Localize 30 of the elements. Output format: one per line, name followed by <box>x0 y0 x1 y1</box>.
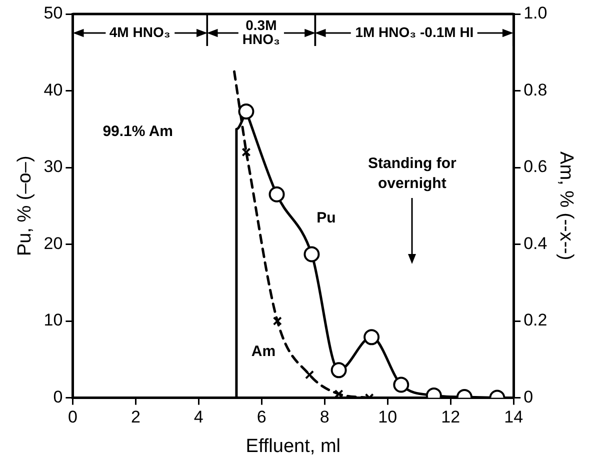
series-label: Pu <box>316 209 336 226</box>
x-tick-label: 12 <box>441 408 460 427</box>
y-tick-label: 20 <box>44 234 63 253</box>
y-tick-label: 40 <box>44 80 63 100</box>
annotation: Standing for overnight <box>368 155 456 192</box>
x-tick-label: 14 <box>504 408 524 427</box>
y-tick-label: 10 <box>44 310 63 330</box>
annotation: 0.3M HNO₃ <box>242 16 280 47</box>
y-tick-label: 0 <box>53 387 63 406</box>
annotation: 99.1% Am <box>102 123 174 140</box>
y-tick-label: 30 <box>44 157 63 176</box>
y-axis-title: Pu, % (–o–) <box>14 156 36 256</box>
x-axis-title: Effluent, ml <box>246 436 340 457</box>
y-tick-label: 50 <box>44 4 63 23</box>
x-tick-label: 10 <box>378 408 398 427</box>
series-label: Am <box>251 343 276 360</box>
x-tick-label: 6 <box>256 408 266 427</box>
y2-tick-label: 0.8 <box>524 80 548 100</box>
y2-tick-label: 0.4 <box>524 234 548 253</box>
x-tick-label: 4 <box>194 408 204 427</box>
x-tick-label: 8 <box>320 408 330 427</box>
y2-tick-label: 0.6 <box>524 157 548 176</box>
x-tick-label: 0 <box>68 408 78 427</box>
x-tick-label: 2 <box>130 408 140 427</box>
y2-tick-label: 0 <box>524 387 534 406</box>
annotation: 1M HNO₃ -0.1M HI <box>355 24 474 40</box>
y2-tick-label: 1.0 <box>524 4 548 23</box>
y2-tick-label: 0.2 <box>524 310 548 330</box>
y2-axis-title: Am, % (--x--) <box>555 152 576 260</box>
annotation: 4M HNO₃ <box>109 24 170 40</box>
